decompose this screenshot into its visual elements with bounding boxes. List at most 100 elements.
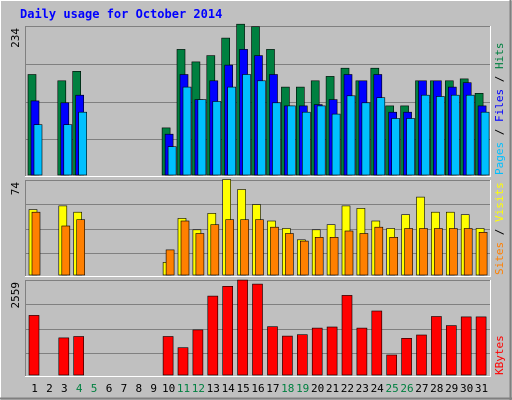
bar-pages-day-30 xyxy=(465,94,475,176)
bar-sites-day-3 xyxy=(61,225,71,276)
bar-kbytes-day-24 xyxy=(371,310,383,376)
bar-pages-day-10 xyxy=(167,146,177,176)
bar-sites-day-14 xyxy=(225,219,234,276)
legend-visits: Visits xyxy=(493,182,506,222)
x-tick-label: 23 xyxy=(356,382,369,395)
bar-pages-day-31 xyxy=(480,111,490,176)
panel-hits-side-legend: Pages / Files / Hits xyxy=(493,43,506,176)
panel-hits: 234 Pages / Files / Hits xyxy=(9,23,506,177)
bar-sites-day-31 xyxy=(478,232,488,276)
bar-pages-day-16 xyxy=(257,80,266,176)
bar-pages-day-14 xyxy=(227,86,236,176)
bar-kbytes-day-13 xyxy=(207,295,219,376)
bar-pages-day-20 xyxy=(316,105,326,176)
x-tick-label: 16 xyxy=(251,382,264,395)
x-tick-label: 17 xyxy=(266,382,279,395)
bar-sites-day-10 xyxy=(165,249,175,276)
panel-visits-max-label: 74 xyxy=(9,182,22,196)
bar-pages-day-18 xyxy=(287,105,296,176)
chart-title: Daily usage for October 2014 xyxy=(20,7,222,21)
bar-pages-day-12 xyxy=(197,99,207,176)
x-tick-label: 8 xyxy=(135,382,142,395)
x-tick-label: 4 xyxy=(76,382,83,395)
bar-kbytes-day-3 xyxy=(58,337,70,376)
x-tick-label: 22 xyxy=(341,382,354,395)
bar-sites-day-27 xyxy=(419,228,428,276)
bar-pages-day-23 xyxy=(361,102,371,176)
bar-kbytes-day-30 xyxy=(460,316,472,376)
bar-kbytes-day-16 xyxy=(252,283,263,376)
bar-pages-day-3 xyxy=(63,124,73,176)
x-tick-label: 6 xyxy=(106,382,113,395)
panel-visits-side-legend: Sites / Visits xyxy=(493,182,506,275)
bar-sites-day-28 xyxy=(434,228,443,276)
bar-sites-day-4 xyxy=(76,219,85,276)
x-tick-label: 26 xyxy=(400,382,413,395)
bar-sites-day-11 xyxy=(180,220,190,276)
legend-files: Files xyxy=(493,89,506,122)
legend-sites: Sites xyxy=(493,242,506,275)
bar-kbytes-day-22 xyxy=(341,295,353,376)
x-tick-label: 1 xyxy=(31,382,38,395)
bar-kbytes-day-18 xyxy=(282,335,293,376)
bar-kbytes-day-21 xyxy=(326,326,338,376)
bar-kbytes-day-14 xyxy=(222,285,233,376)
panel-kbytes: 2559 KBytes xyxy=(9,279,506,377)
bar-kbytes-day-31 xyxy=(475,316,487,376)
legend-separator: / xyxy=(493,69,506,89)
x-tick-label: 10 xyxy=(162,382,175,395)
panel-visits: 74 Sites / Visits xyxy=(9,179,506,277)
bar-sites-day-30 xyxy=(463,228,473,276)
bar-pages-day-24 xyxy=(376,97,386,176)
legend-kbytes: KBytes xyxy=(493,335,506,375)
bar-pages-day-11 xyxy=(182,86,192,176)
bar-pages-day-29 xyxy=(450,94,460,176)
x-tick-label: 9 xyxy=(150,382,157,395)
bar-pages-day-21 xyxy=(331,113,341,176)
bar-pages-day-28 xyxy=(436,96,445,176)
x-tick-label: 20 xyxy=(311,382,324,395)
legend-separator: / xyxy=(493,122,506,142)
x-tick-label: 5 xyxy=(91,382,98,395)
bar-sites-day-21 xyxy=(329,237,339,276)
bar-sites-day-24 xyxy=(374,226,384,276)
x-tick-label: 24 xyxy=(371,382,385,395)
bar-kbytes-day-25 xyxy=(386,354,398,376)
bar-pages-day-4 xyxy=(78,111,87,176)
bar-sites-day-25 xyxy=(389,237,399,276)
bar-kbytes-day-20 xyxy=(311,327,323,376)
bar-kbytes-day-15 xyxy=(237,279,248,376)
bar-sites-day-22 xyxy=(344,230,354,276)
x-tick-label: 3 xyxy=(61,382,68,395)
bar-pages-day-22 xyxy=(346,95,356,176)
bar-kbytes-day-17 xyxy=(267,326,278,376)
panel-kbytes-max-label: 2559 xyxy=(9,282,22,309)
x-tick-label: 30 xyxy=(460,382,473,395)
bar-kbytes-day-28 xyxy=(431,316,442,376)
bar-kbytes-day-11 xyxy=(177,347,189,376)
bar-sites-day-12 xyxy=(195,233,205,276)
bar-kbytes-day-27 xyxy=(416,334,427,376)
panel-hits-max-label: 234 xyxy=(9,28,22,48)
bar-pages-day-13 xyxy=(212,101,222,176)
legend-separator: / xyxy=(493,222,506,242)
bar-kbytes-day-29 xyxy=(445,325,457,376)
bar-sites-day-13 xyxy=(210,224,220,276)
bar-sites-day-23 xyxy=(359,233,369,276)
x-tick-label: 18 xyxy=(281,382,294,395)
x-tick-label: 28 xyxy=(430,382,443,395)
x-tick-label: 25 xyxy=(385,382,398,395)
x-tick-label: 29 xyxy=(445,382,458,395)
bar-kbytes-day-26 xyxy=(401,337,412,376)
x-tick-label: 12 xyxy=(192,382,205,395)
x-tick-label: 7 xyxy=(121,382,128,395)
bar-kbytes-day-19 xyxy=(296,334,308,376)
x-tick-label: 21 xyxy=(326,382,339,395)
bar-pages-day-15 xyxy=(242,74,251,176)
bar-sites-day-15 xyxy=(240,219,249,276)
x-tick-label: 14 xyxy=(222,382,236,395)
bar-pages-day-25 xyxy=(391,118,401,176)
x-tick-label: 31 xyxy=(475,382,488,395)
x-tick-label: 11 xyxy=(177,382,190,395)
